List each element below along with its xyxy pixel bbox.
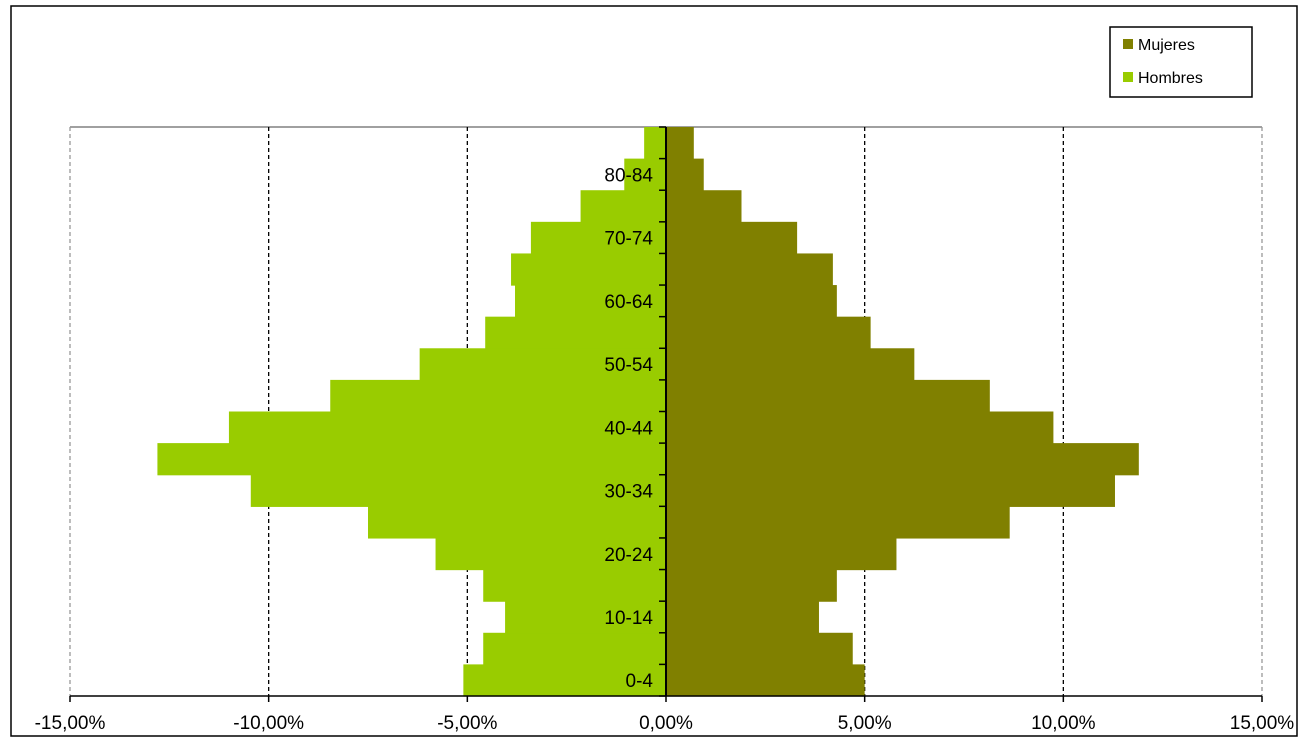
bar-hombres-30-34: [250, 474, 666, 507]
bars-group: [157, 127, 1139, 697]
x-tick-label: 15,00%: [1230, 713, 1295, 734]
bar-mujeres-25-29: [666, 506, 1010, 539]
bar-mujeres-55-59: [666, 316, 871, 349]
bar-hombres-55-59: [485, 316, 666, 349]
bar-hombres-75-79: [580, 190, 666, 223]
category-label: 0-4: [626, 671, 654, 692]
bar-mujeres-35-39: [666, 443, 1139, 476]
bar-mujeres-45-49: [666, 379, 990, 413]
category-label: 80-84: [604, 165, 653, 186]
category-label: 50-54: [604, 355, 653, 376]
bar-hombres-70-74: [530, 221, 666, 255]
bar-hombres-65-69: [511, 253, 666, 286]
bar-mujeres-70-74: [666, 221, 798, 255]
legend: Mujeres Hombres: [1109, 26, 1253, 98]
x-tick-label: 5,00%: [838, 713, 892, 734]
bar-hombres-60-64: [515, 285, 666, 318]
bar-hombres-25-29: [368, 506, 666, 539]
x-tick-labels-group: -15,00% -10,00% -5,00% 0,00% 5,00% 10,00% 15,0…: [35, 713, 1295, 734]
bar-hombres-85+: [644, 127, 666, 160]
bar-hombres-20-24: [435, 537, 666, 571]
bar-mujeres-5-9: [666, 632, 853, 665]
bar-mujeres-60-64: [666, 285, 837, 318]
category-labels-group: 0-4 10-14 20-24 30-34 40-44 50-54 60-64 70-74 80…: [604, 165, 653, 692]
bar-hombres-50-54: [419, 348, 666, 381]
category-label: 30-34: [604, 482, 653, 503]
x-tick-label: -10,00%: [233, 713, 304, 734]
axes-group: [69, 126, 1263, 702]
bar-hombres-15-19: [483, 569, 666, 602]
bar-mujeres-30-34: [666, 474, 1115, 507]
bar-hombres-80-84: [624, 158, 666, 191]
bar-mujeres-15-19: [666, 569, 837, 602]
bar-hombres-10-14: [505, 601, 666, 634]
bar-mujeres-20-24: [666, 537, 897, 571]
x-tick-label: 0,00%: [639, 713, 693, 734]
bar-hombres-0-4: [463, 664, 666, 697]
category-label: 40-44: [604, 418, 653, 439]
x-tick-label: -5,00%: [437, 713, 497, 734]
bar-mujeres-40-44: [666, 411, 1054, 444]
bar-hombres-40-44: [228, 411, 666, 444]
bar-mujeres-80-84: [666, 158, 704, 191]
legend-label-hombres: Hombres: [1138, 70, 1203, 87]
bar-mujeres-0-4: [666, 664, 865, 697]
category-label: 10-14: [604, 608, 653, 629]
bar-hombres-45-49: [330, 379, 666, 413]
legend-swatch-hombres: [1123, 72, 1133, 82]
bar-mujeres-85+: [666, 127, 694, 160]
bar-hombres-35-39: [157, 443, 666, 476]
bar-mujeres-65-69: [666, 253, 833, 286]
legend-label-mujeres: Mujeres: [1138, 37, 1195, 54]
legend-swatch-mujeres: [1123, 39, 1133, 49]
x-tick-label: 10,00%: [1031, 713, 1096, 734]
category-label: 70-74: [604, 229, 653, 250]
bar-mujeres-10-14: [666, 601, 819, 634]
bar-hombres-5-9: [483, 632, 666, 665]
bar-mujeres-50-54: [666, 348, 915, 381]
category-label: 60-64: [604, 292, 653, 313]
bar-mujeres-75-79: [666, 190, 742, 223]
legend-box: [1109, 26, 1253, 98]
category-label: 20-24: [604, 545, 653, 566]
x-tick-label: -15,00%: [35, 713, 106, 734]
